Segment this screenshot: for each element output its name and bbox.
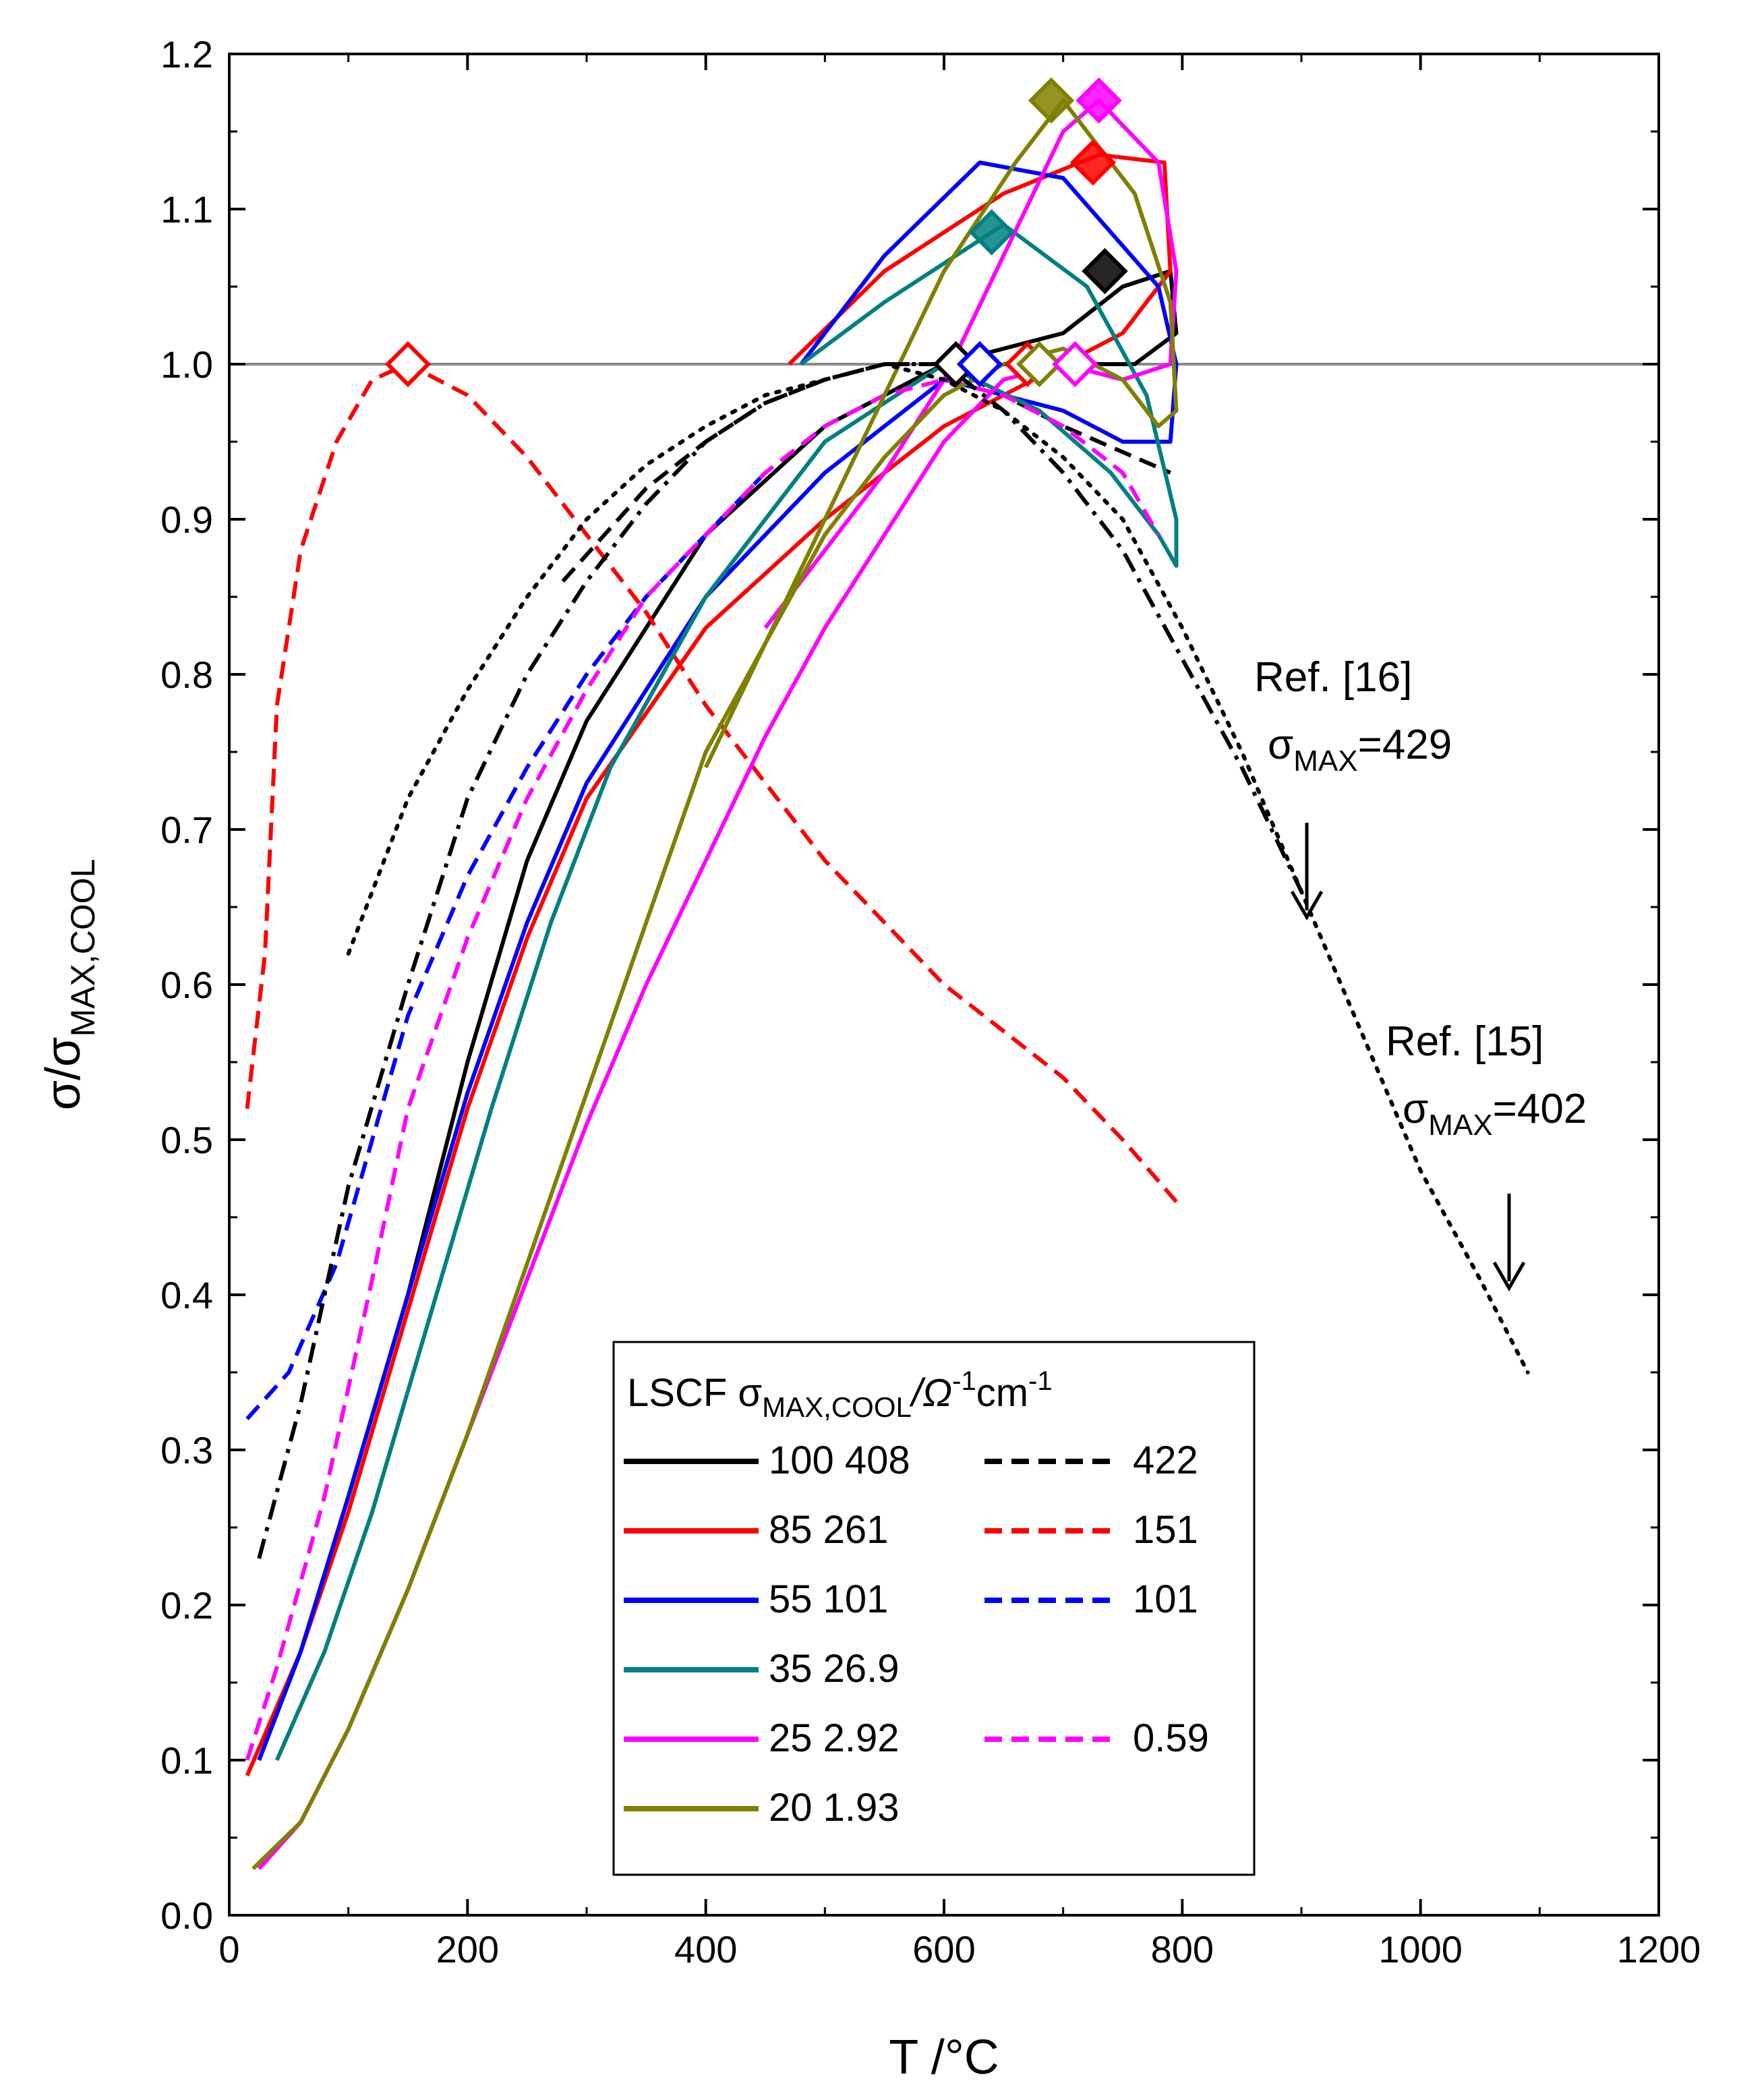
legend: LSCF σMAX,COOL/Ω-1cm-1 100 408 422 85 261 1… (612, 1341, 1256, 1876)
peak-marker-10 (1028, 77, 1075, 124)
series-line-4 (245, 362, 1178, 1203)
series-line-2 (561, 362, 1171, 583)
peak-marker-7 (1082, 247, 1128, 295)
y-tick-label: 0.0 (160, 1894, 213, 1937)
x-tick-label: 200 (436, 1928, 499, 1971)
annotation-ref15-sigma: σMAX=402 (1403, 1086, 1587, 1142)
series-line-11 (346, 362, 1530, 1374)
annotation-ref16-sigma: σMAX=429 (1268, 722, 1452, 778)
y-tick-label: 1.1 (160, 188, 213, 231)
legend-label-dashed: 101 (1133, 1577, 1198, 1621)
y-tick-label: 0.1 (160, 1739, 213, 1782)
annotation-ref16: Ref. [16] σMAX=429 (1254, 654, 1452, 778)
y-tick-label: 0.4 (160, 1274, 213, 1316)
annotation-ref16-arrow-head (1290, 890, 1324, 921)
x-tick-label: 400 (674, 1928, 737, 1971)
series-line-6 (245, 471, 767, 1421)
y-tick-label: 0.2 (160, 1584, 213, 1627)
peak-marker-5 (1016, 341, 1063, 388)
legend-label-dashed: 0.59 (1133, 1716, 1209, 1760)
annotation-ref16-label: Ref. [16] (1254, 654, 1412, 701)
peak-marker-3 (956, 341, 1003, 388)
series-line-9 (245, 378, 1160, 1761)
x-tick-label: 0 (218, 1928, 239, 1971)
legend-label-solid: 20 1.93 (769, 1786, 900, 1830)
annotation-ref15: Ref. [15] σMAX=402 (1386, 1018, 1587, 1142)
x-tick-label: 800 (1151, 1928, 1214, 1971)
legend-label-dashed: 422 (1133, 1438, 1198, 1482)
legend-label-solid: 35 26.9 (769, 1647, 900, 1691)
y-tick-label: 0.9 (160, 498, 213, 541)
legend-row-2: 85 261 151 (624, 1508, 1198, 1552)
annotation-ref15-label: Ref. [15] (1386, 1018, 1543, 1065)
legend-label-solid: 25 2.92 (769, 1716, 900, 1760)
x-axis-title: T /°C (889, 2031, 999, 2084)
series-line-7 (274, 223, 1179, 1761)
annotation-ref15-arrow-head (1492, 1261, 1526, 1291)
peak-marker-11 (1076, 77, 1122, 124)
legend-label-solid: 55 101 (769, 1577, 888, 1621)
peak-marker-8 (968, 209, 1015, 256)
y-tick-label: 0.5 (160, 1119, 213, 1161)
y-axis-title: σ/σMAX,COOL (36, 859, 102, 1111)
peak-marker-9 (1069, 139, 1117, 186)
legend-label-solid: 85 261 (769, 1508, 888, 1552)
y-tick-label: 0.3 (160, 1429, 213, 1471)
y-tick-label: 1.0 (160, 343, 213, 386)
legend-label-solid: 100 408 (769, 1438, 910, 1482)
legend-label-dashed: 151 (1133, 1508, 1198, 1552)
y-tick-label: 1.2 (160, 33, 213, 76)
legend-row-6: 20 1.93 (624, 1786, 900, 1830)
legend-row-5: 25 2.92 0.59 (624, 1716, 1209, 1760)
legend-box (612, 1341, 1256, 1876)
x-tick-label: 1000 (1378, 1928, 1463, 1971)
peak-marker-1 (384, 341, 432, 388)
peak-marker-6 (1052, 341, 1098, 388)
legend-row-3: 55 101 101 (624, 1577, 1198, 1621)
legend-row-1: 100 408 422 (624, 1438, 1198, 1482)
legend-header: LSCF σMAX,COOL/Ω-1cm-1 (627, 1366, 1053, 1423)
x-tick-label: 600 (912, 1928, 975, 1971)
y-tick-label: 0.8 (160, 653, 213, 696)
legend-row-4: 35 26.9 (624, 1647, 900, 1691)
annotation-ref15-arrow (1492, 1194, 1526, 1291)
x-tick-label: 1200 (1617, 1928, 1701, 1971)
y-tick-label: 0.6 (160, 964, 213, 1006)
y-tick-label: 0.7 (160, 809, 213, 851)
annotation-ref16-arrow (1290, 823, 1324, 921)
